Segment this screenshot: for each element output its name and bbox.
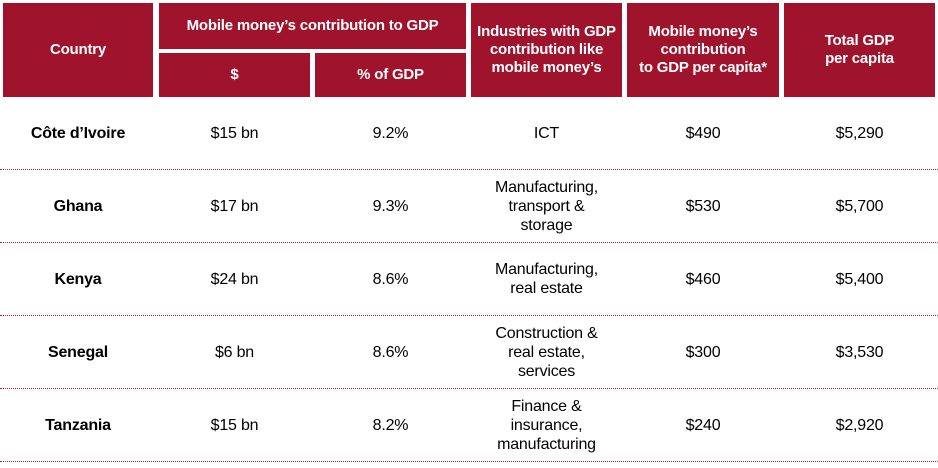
table-row: Senegal $6 bn 8.6% Construction & real e… bbox=[0, 316, 938, 389]
header-total-gdp-per-capita-label: Total GDP per capita bbox=[824, 32, 895, 67]
pct-gdp-cell: 8.6% bbox=[372, 343, 409, 361]
header-dollars-label: $ bbox=[230, 66, 239, 83]
pct-gdp-cell: 9.3% bbox=[372, 197, 409, 215]
header-mobile-money-contribution: Mobile money’s contribution to GDP bbox=[159, 3, 466, 49]
header-country-label: Country bbox=[49, 41, 107, 58]
dollars-cell: $15 bn bbox=[210, 124, 259, 142]
total-gdp-cell: $5,400 bbox=[835, 270, 884, 288]
header-dollars: $ bbox=[159, 53, 310, 97]
total-gdp-cell: $5,700 bbox=[835, 197, 884, 215]
industries-cell: Construction & real estate, services bbox=[495, 324, 598, 380]
country-cell: Ghana bbox=[53, 197, 103, 215]
country-cell: Côte d’Ivoire bbox=[30, 124, 126, 142]
table-row: Côte d’Ivoire $15 bn 9.2% ICT $490 $5,29… bbox=[0, 97, 938, 170]
dollars-cell: $17 bn bbox=[210, 197, 259, 215]
per-capita-cell: $240 bbox=[685, 416, 721, 434]
industries-cell: Manufacturing, real estate bbox=[494, 261, 599, 297]
header-pct-gdp: % of GDP bbox=[315, 53, 466, 97]
dollars-cell: $24 bn bbox=[210, 270, 259, 288]
total-gdp-cell: $2,920 bbox=[835, 416, 884, 434]
per-capita-cell: $530 bbox=[685, 197, 721, 215]
per-capita-cell: $460 bbox=[685, 270, 721, 288]
pct-gdp-cell: 9.2% bbox=[372, 124, 409, 142]
header-industries-label: Industries with GDP contribution like mo… bbox=[477, 23, 616, 76]
total-gdp-cell: $5,290 bbox=[835, 124, 884, 142]
country-cell: Kenya bbox=[54, 270, 102, 288]
industries-cell: Manufacturing, transport & storage bbox=[494, 178, 599, 234]
header-per-capita-contribution: Mobile money’s contribution to GDP per c… bbox=[627, 3, 779, 97]
total-gdp-cell: $3,530 bbox=[835, 343, 884, 361]
per-capita-cell: $300 bbox=[685, 343, 721, 361]
header-country: Country bbox=[3, 3, 153, 97]
industries-cell: ICT bbox=[533, 124, 560, 142]
header-total-gdp-per-capita: Total GDP per capita bbox=[784, 3, 935, 97]
header-mobile-money-contribution-label: Mobile money’s contribution to GDP bbox=[186, 17, 439, 34]
table-row: Kenya $24 bn 8.6% Manufacturing, real es… bbox=[0, 243, 938, 316]
table-row: Tanzania $15 bn 8.2% Finance & insurance… bbox=[0, 389, 938, 462]
pct-gdp-cell: 8.6% bbox=[372, 270, 409, 288]
dollars-cell: $15 bn bbox=[210, 416, 259, 434]
dollars-cell: $6 bn bbox=[214, 343, 255, 361]
header-pct-gdp-label: % of GDP bbox=[357, 66, 424, 83]
header-industries: Industries with GDP contribution like mo… bbox=[471, 3, 622, 97]
header-per-capita-contribution-label: Mobile money’s contribution to GDP per c… bbox=[639, 23, 767, 76]
per-capita-cell: $490 bbox=[685, 124, 721, 142]
country-cell: Tanzania bbox=[45, 416, 111, 434]
industries-cell: Finance & insurance, manufacturing bbox=[497, 397, 596, 453]
table-row: Ghana $17 bn 9.3% Manufacturing, transpo… bbox=[0, 170, 938, 243]
country-cell: Senegal bbox=[48, 343, 108, 361]
pct-gdp-cell: 8.2% bbox=[372, 416, 409, 434]
